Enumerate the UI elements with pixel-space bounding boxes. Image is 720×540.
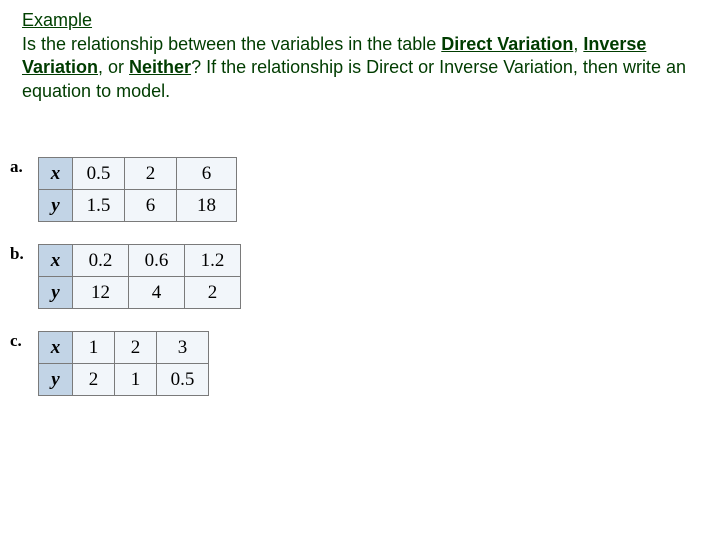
part-label-b: b.	[10, 244, 38, 264]
row-header-y: y	[39, 190, 73, 222]
part-label-c: c.	[10, 331, 38, 351]
prompt-sep-1: ,	[573, 34, 583, 54]
part-label-a: a.	[10, 157, 38, 177]
prompt-sep-2: , or	[98, 57, 129, 77]
table-block-c: c. x 1 2 3 y 2 1 0.5	[10, 331, 698, 396]
row-header-y: y	[39, 364, 73, 396]
table-cell: 6	[125, 190, 177, 222]
table-cell: 1.2	[185, 245, 241, 277]
row-header-x: x	[39, 158, 73, 190]
table-cell: 0.6	[129, 245, 185, 277]
table-block-a: a. x 0.5 2 6 y 1.5 6 18	[10, 157, 698, 222]
tables-region: a. x 0.5 2 6 y 1.5 6 18 b.	[10, 157, 698, 396]
table-cell: 2	[125, 158, 177, 190]
table-cell: 18	[177, 190, 237, 222]
table-a: x 0.5 2 6 y 1.5 6 18	[38, 157, 237, 222]
table-cell: 1.5	[73, 190, 125, 222]
table-cell: 0.5	[73, 158, 125, 190]
table-cell: 2	[185, 277, 241, 309]
prompt-qmark: ?	[191, 57, 201, 77]
table-row: y 1.5 6 18	[39, 190, 237, 222]
table-row: y 12 4 2	[39, 277, 241, 309]
table-cell: 12	[73, 277, 129, 309]
row-header-x: x	[39, 332, 73, 364]
table-c: x 1 2 3 y 2 1 0.5	[38, 331, 209, 396]
table-cell: 0.5	[157, 364, 209, 396]
table-cell: 1	[73, 332, 115, 364]
table-row: x 0.5 2 6	[39, 158, 237, 190]
table-cell: 2	[73, 364, 115, 396]
table-cell: 1	[115, 364, 157, 396]
table-b: x 0.2 0.6 1.2 y 12 4 2	[38, 244, 241, 309]
table-row: x 1 2 3	[39, 332, 209, 364]
table-cell: 0.2	[73, 245, 129, 277]
term-direct-variation: Direct Variation	[441, 34, 573, 54]
table-cell: 3	[157, 332, 209, 364]
example-heading: Example	[22, 10, 698, 31]
table-cell: 4	[129, 277, 185, 309]
table-block-b: b. x 0.2 0.6 1.2 y 12 4 2	[10, 244, 698, 309]
row-header-x: x	[39, 245, 73, 277]
row-header-y: y	[39, 277, 73, 309]
table-row: x 0.2 0.6 1.2	[39, 245, 241, 277]
table-cell: 6	[177, 158, 237, 190]
term-neither: Neither	[129, 57, 191, 77]
question-prompt: Is the relationship between the variable…	[22, 33, 698, 103]
prompt-text-1: Is the relationship between the variable…	[22, 34, 441, 54]
table-cell: 2	[115, 332, 157, 364]
table-row: y 2 1 0.5	[39, 364, 209, 396]
page: Example Is the relationship between the …	[0, 0, 720, 428]
